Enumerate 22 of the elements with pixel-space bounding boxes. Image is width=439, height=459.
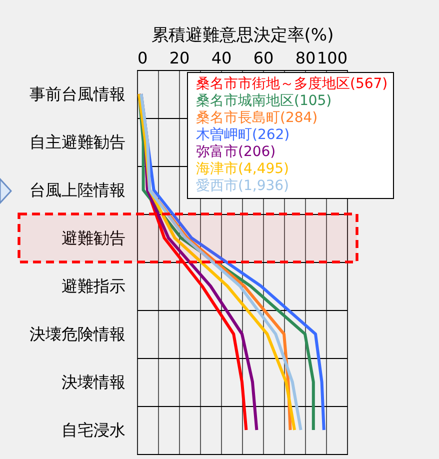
x-tick-label: 100 [316,48,348,68]
text: 弥富市(206) [196,144,276,160]
text: 桑名市市街地～多度地区(567) [196,76,388,92]
text: 桑名市城南地区(105) [196,93,332,109]
y-tick-label: 自主避難勧告 [30,132,126,152]
text: 桑名市長島町(284) [196,110,318,126]
x-tick-label: 0 [138,48,148,68]
x-tick-label: 60 [253,48,274,68]
text: 木曽岬町(262) [196,126,290,143]
y-tick-label: 決壊情報 [62,372,126,392]
x-tick-label: 40 [211,48,232,68]
x-tick-label: 80 [295,48,316,68]
y-tick-label: 決壊危険情報 [30,324,126,344]
y-tick-label: 自宅浸水 [62,420,126,440]
text: 愛西市(1,936) [196,178,290,194]
text: 海津市(4,495) [196,161,290,177]
x-axis-title: 累積避難意思決定率(%) [151,26,334,46]
y-tick-label: 台風上陸情報 [30,180,126,200]
y-tick-label: 事前台風情報 [30,84,126,104]
y-tick-label: 避難勧告 [62,228,126,248]
y-tick-label: 避難指示 [62,276,126,296]
x-tick-label: 20 [169,48,190,68]
